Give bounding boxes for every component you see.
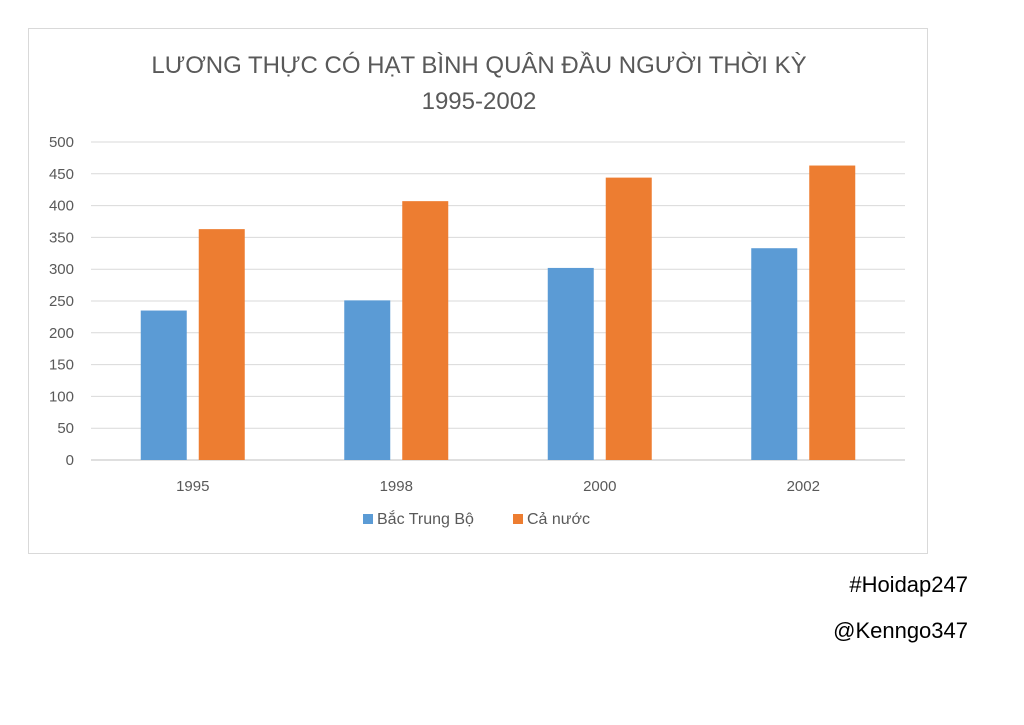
legend-label: Bắc Trung Bộ	[377, 509, 474, 528]
y-tick-label: 0	[66, 452, 74, 469]
chart-title-line-1: LƯƠNG THỰC CÓ HẠT BÌNH QUÂN ĐẦU NGƯỜI TH…	[151, 51, 806, 79]
bar-series-2	[198, 229, 245, 460]
bars	[140, 165, 856, 461]
y-tick-label: 500	[49, 134, 74, 151]
bar-chart: LƯƠNG THỰC CÓ HẠT BÌNH QUÂN ĐẦU NGƯỜI TH…	[49, 51, 905, 528]
y-tick-label: 100	[49, 388, 74, 405]
bar-series-2	[605, 177, 652, 460]
author-watermark: @Kenngo347	[833, 618, 968, 643]
bar-series-2	[809, 165, 856, 461]
legend-swatch	[363, 514, 373, 524]
bar-series-1	[547, 267, 594, 460]
y-tick-label: 300	[49, 261, 74, 278]
legend-swatch	[513, 514, 523, 524]
y-tick-label: 350	[49, 229, 74, 246]
y-axis-tick-labels: 0 50 100 150 200 250 300 350 400 450 500	[49, 134, 74, 469]
y-tick-label: 450	[49, 166, 74, 183]
y-tick-label: 400	[49, 198, 74, 215]
y-tick-label: 150	[49, 357, 74, 374]
chart-frame: LƯƠNG THỰC CÓ HẠT BÌNH QUÂN ĐẦU NGƯỜI TH…	[28, 28, 928, 554]
x-tick-label: 1998	[380, 478, 413, 495]
legend-label: Cả nước	[527, 511, 590, 528]
y-tick-label: 200	[49, 325, 74, 342]
legend: Bắc Trung Bộ Cả nước	[363, 509, 590, 528]
bar-series-1	[140, 310, 187, 460]
bar-series-2	[402, 201, 449, 460]
bar-series-1	[751, 248, 798, 460]
x-tick-label: 2000	[583, 478, 616, 495]
y-tick-label: 250	[49, 293, 74, 310]
y-tick-label: 50	[57, 420, 74, 437]
hashtag-watermark: #Hoidap247	[849, 572, 968, 597]
x-tick-label: 1995	[176, 478, 209, 495]
x-axis-tick-labels: 1995 1998 2000 2002	[176, 478, 820, 495]
chart-title-line-2: 1995-2002	[422, 88, 537, 115]
bar-series-1	[344, 300, 391, 460]
x-tick-label: 2002	[787, 478, 820, 495]
